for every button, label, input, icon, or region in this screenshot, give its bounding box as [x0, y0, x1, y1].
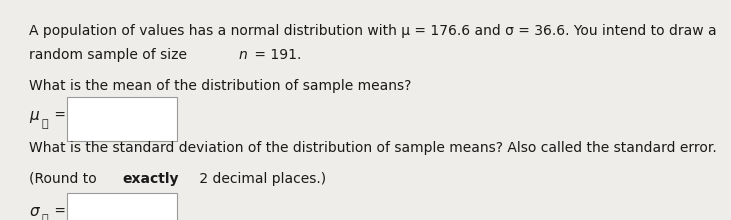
Text: σ: σ	[29, 204, 39, 218]
Text: n: n	[239, 48, 248, 62]
Text: 2 decimal places.): 2 decimal places.)	[195, 172, 326, 186]
Text: A population of values has a normal distribution with μ = 176.6 and σ = 36.6. Yo: A population of values has a normal dist…	[29, 24, 717, 38]
FancyBboxPatch shape	[67, 97, 177, 141]
Text: μ: μ	[29, 108, 39, 123]
Text: What is the mean of the distribution of sample means?: What is the mean of the distribution of …	[29, 79, 412, 93]
Text: ᶇ: ᶇ	[42, 214, 48, 220]
Text: What is the standard deviation of the distribution of sample means? Also called : What is the standard deviation of the di…	[29, 141, 717, 155]
Text: random sample of size: random sample of size	[29, 48, 192, 62]
Text: exactly: exactly	[122, 172, 179, 186]
Text: =: =	[50, 108, 67, 122]
Text: =: =	[50, 204, 67, 218]
Text: = 191.: = 191.	[250, 48, 301, 62]
Text: (Round to: (Round to	[29, 172, 102, 186]
Text: ᶇ: ᶇ	[42, 119, 48, 129]
FancyBboxPatch shape	[67, 192, 177, 220]
